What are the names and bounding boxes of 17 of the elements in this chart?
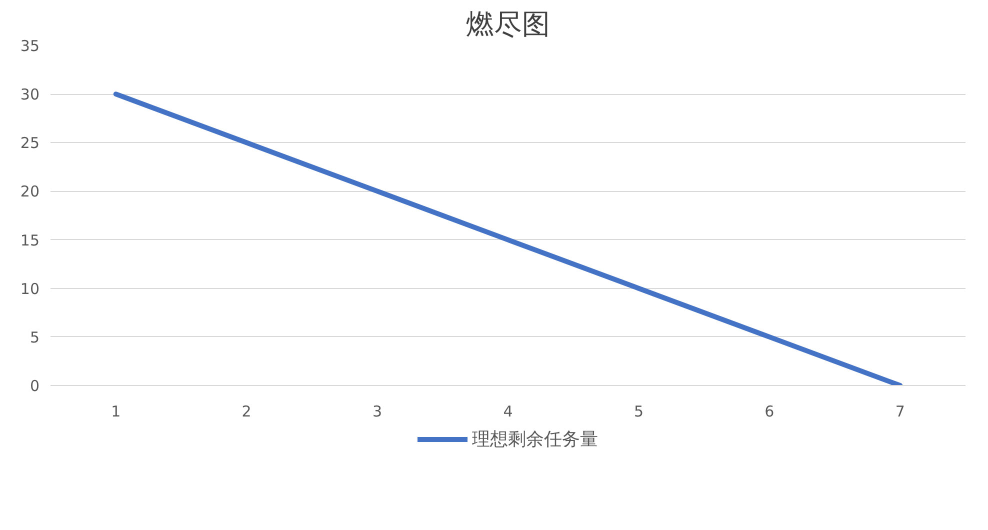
y-tick-label: 25: [20, 134, 40, 152]
x-tick-label: 5: [634, 402, 644, 420]
y-tick-label: 30: [20, 86, 40, 104]
x-tick-label: 2: [242, 402, 252, 420]
legend-label: 理想剩余任务量: [472, 428, 598, 451]
y-tick-label: 20: [20, 182, 40, 201]
y-tick-label: 35: [20, 37, 40, 55]
x-tick-label: 1: [111, 402, 121, 420]
y-tick-label: 15: [20, 231, 40, 250]
chart-title: 燃尽图: [466, 8, 550, 40]
y-tick-label: 5: [30, 328, 40, 346]
x-tick-label: 6: [764, 402, 774, 420]
x-tick-label: 4: [503, 402, 513, 420]
y-tick-label: 0: [30, 377, 40, 395]
x-tick-label: 7: [895, 402, 905, 420]
y-tick-label: 10: [20, 280, 40, 298]
x-tick-label: 3: [372, 402, 382, 420]
